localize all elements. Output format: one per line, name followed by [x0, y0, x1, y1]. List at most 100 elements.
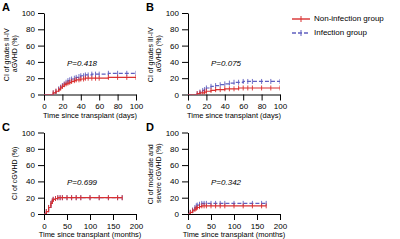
y-tick-label: 80	[170, 25, 179, 34]
censor-mark	[206, 89, 207, 94]
x-axis-title: Time since transplant (days)	[187, 111, 281, 120]
censor-mark	[46, 209, 47, 214]
y-tick-mark	[182, 13, 188, 14]
x-tick: 40	[221, 95, 230, 112]
legend-label: Infection group	[314, 28, 367, 37]
y-tick: 100	[22, 9, 44, 18]
y-axis-title: CI of grades II-IV aGVHD (%)	[3, 26, 19, 81]
y-tick-mark	[182, 149, 188, 150]
x-tick: 100	[274, 95, 288, 112]
y-tick-mark	[182, 198, 188, 199]
censor-mark	[192, 208, 193, 213]
censor-mark	[204, 90, 205, 95]
y-tick: 60	[26, 161, 44, 170]
censor-mark	[280, 85, 281, 90]
censor-mark	[197, 91, 198, 94]
x-tick: 150	[107, 214, 121, 231]
y-tick: 60	[170, 42, 188, 51]
y-tick: 0	[175, 210, 188, 219]
y-tick: 60	[26, 42, 44, 51]
y-tick-label: 0	[31, 91, 36, 100]
censor-mark	[201, 203, 202, 208]
censor-mark	[234, 203, 235, 208]
step-line	[188, 203, 266, 214]
censor-mark	[270, 79, 271, 84]
y-axis: 020406080100	[166, 9, 189, 100]
y-tick-mark	[38, 78, 44, 79]
censor-mark	[220, 87, 221, 92]
y-tick-label: 40	[26, 58, 35, 67]
y-axis-title-line: CI of cGVHD (%)	[11, 147, 19, 200]
censor-mark	[126, 75, 127, 80]
y-axis-line	[44, 133, 45, 215]
y-tick-label: 80	[26, 25, 35, 34]
censor-mark	[62, 84, 63, 89]
censor-mark	[55, 196, 56, 201]
x-tick: 40	[77, 95, 86, 112]
y-tick: 80	[26, 145, 44, 154]
x-axis-title: Time since transplant (months)	[39, 230, 142, 239]
y-tick-label: 40	[170, 177, 179, 186]
x-tick-mark	[118, 95, 119, 101]
censor-mark	[252, 85, 253, 90]
censor-mark	[95, 76, 96, 81]
plot-area	[44, 71, 136, 95]
censor-mark	[57, 195, 58, 200]
censor-mark	[199, 90, 200, 95]
y-tick-label: 0	[175, 210, 180, 219]
censor-mark	[48, 205, 49, 210]
censor-mark	[211, 203, 212, 208]
x-tick: 0	[186, 95, 191, 112]
y-axis-title-line: severe cGVHD (%)	[155, 143, 163, 203]
y-tick: 80	[170, 145, 188, 154]
step-line	[44, 77, 136, 94]
censor-mark	[66, 81, 67, 86]
panel: 050100150200020406080100Time since trans…	[2, 121, 144, 239]
x-tick-mark	[90, 214, 91, 220]
y-tick-mark	[182, 78, 188, 79]
x-axis: 020406080100	[42, 95, 143, 112]
censor-mark	[122, 195, 123, 200]
censor-mark	[80, 77, 81, 82]
y-axis: 0 20 40 60 80 100	[22, 9, 45, 100]
x-tick-mark	[234, 214, 235, 220]
x-tick-mark	[44, 214, 45, 220]
y-tick-label: 20	[26, 194, 35, 203]
panel: 020406080100020406080100Time since trans…	[146, 1, 288, 120]
censor-mark	[76, 77, 77, 82]
y-tick-label: 0	[31, 210, 36, 219]
y-axis-title-line: aGVHD (%)	[11, 35, 19, 72]
y-tick: 40	[26, 58, 44, 67]
censor-mark	[252, 203, 253, 208]
censor-mark	[243, 203, 244, 208]
censor-mark	[234, 80, 235, 85]
censor-mark	[199, 204, 200, 209]
x-tick: 80	[258, 95, 267, 112]
censor-mark	[99, 195, 100, 200]
y-tick-label: 20	[170, 74, 179, 83]
y-tick: 60	[170, 161, 188, 170]
x-tick: 150	[251, 214, 265, 231]
y-tick: 100	[166, 129, 188, 138]
x-tick-mark	[99, 95, 100, 101]
x-axis-title: Time since transplant (months)	[183, 230, 286, 239]
censor-mark	[280, 79, 281, 84]
censor-mark	[99, 76, 100, 81]
censor-mark	[224, 86, 225, 91]
censor-mark	[74, 78, 75, 83]
censor-mark	[194, 207, 195, 212]
x-tick: 200	[274, 214, 288, 231]
censor-mark	[58, 86, 59, 91]
y-tick: 20	[26, 74, 44, 83]
y-axis-title-line: aGVHD (%)	[155, 35, 163, 72]
panel: 050100150200020406080100Time since trans…	[146, 121, 288, 239]
x-tick: 0	[186, 214, 191, 231]
censor-mark	[122, 195, 123, 200]
censor-mark	[71, 195, 72, 200]
y-tick-mark	[182, 95, 188, 96]
y-axis-title: CI of moderate and severe cGVHD (%)	[147, 142, 163, 204]
censor-mark	[204, 203, 205, 208]
censor-mark	[55, 89, 56, 94]
censor-mark	[99, 195, 100, 200]
legend-marker	[301, 30, 302, 36]
